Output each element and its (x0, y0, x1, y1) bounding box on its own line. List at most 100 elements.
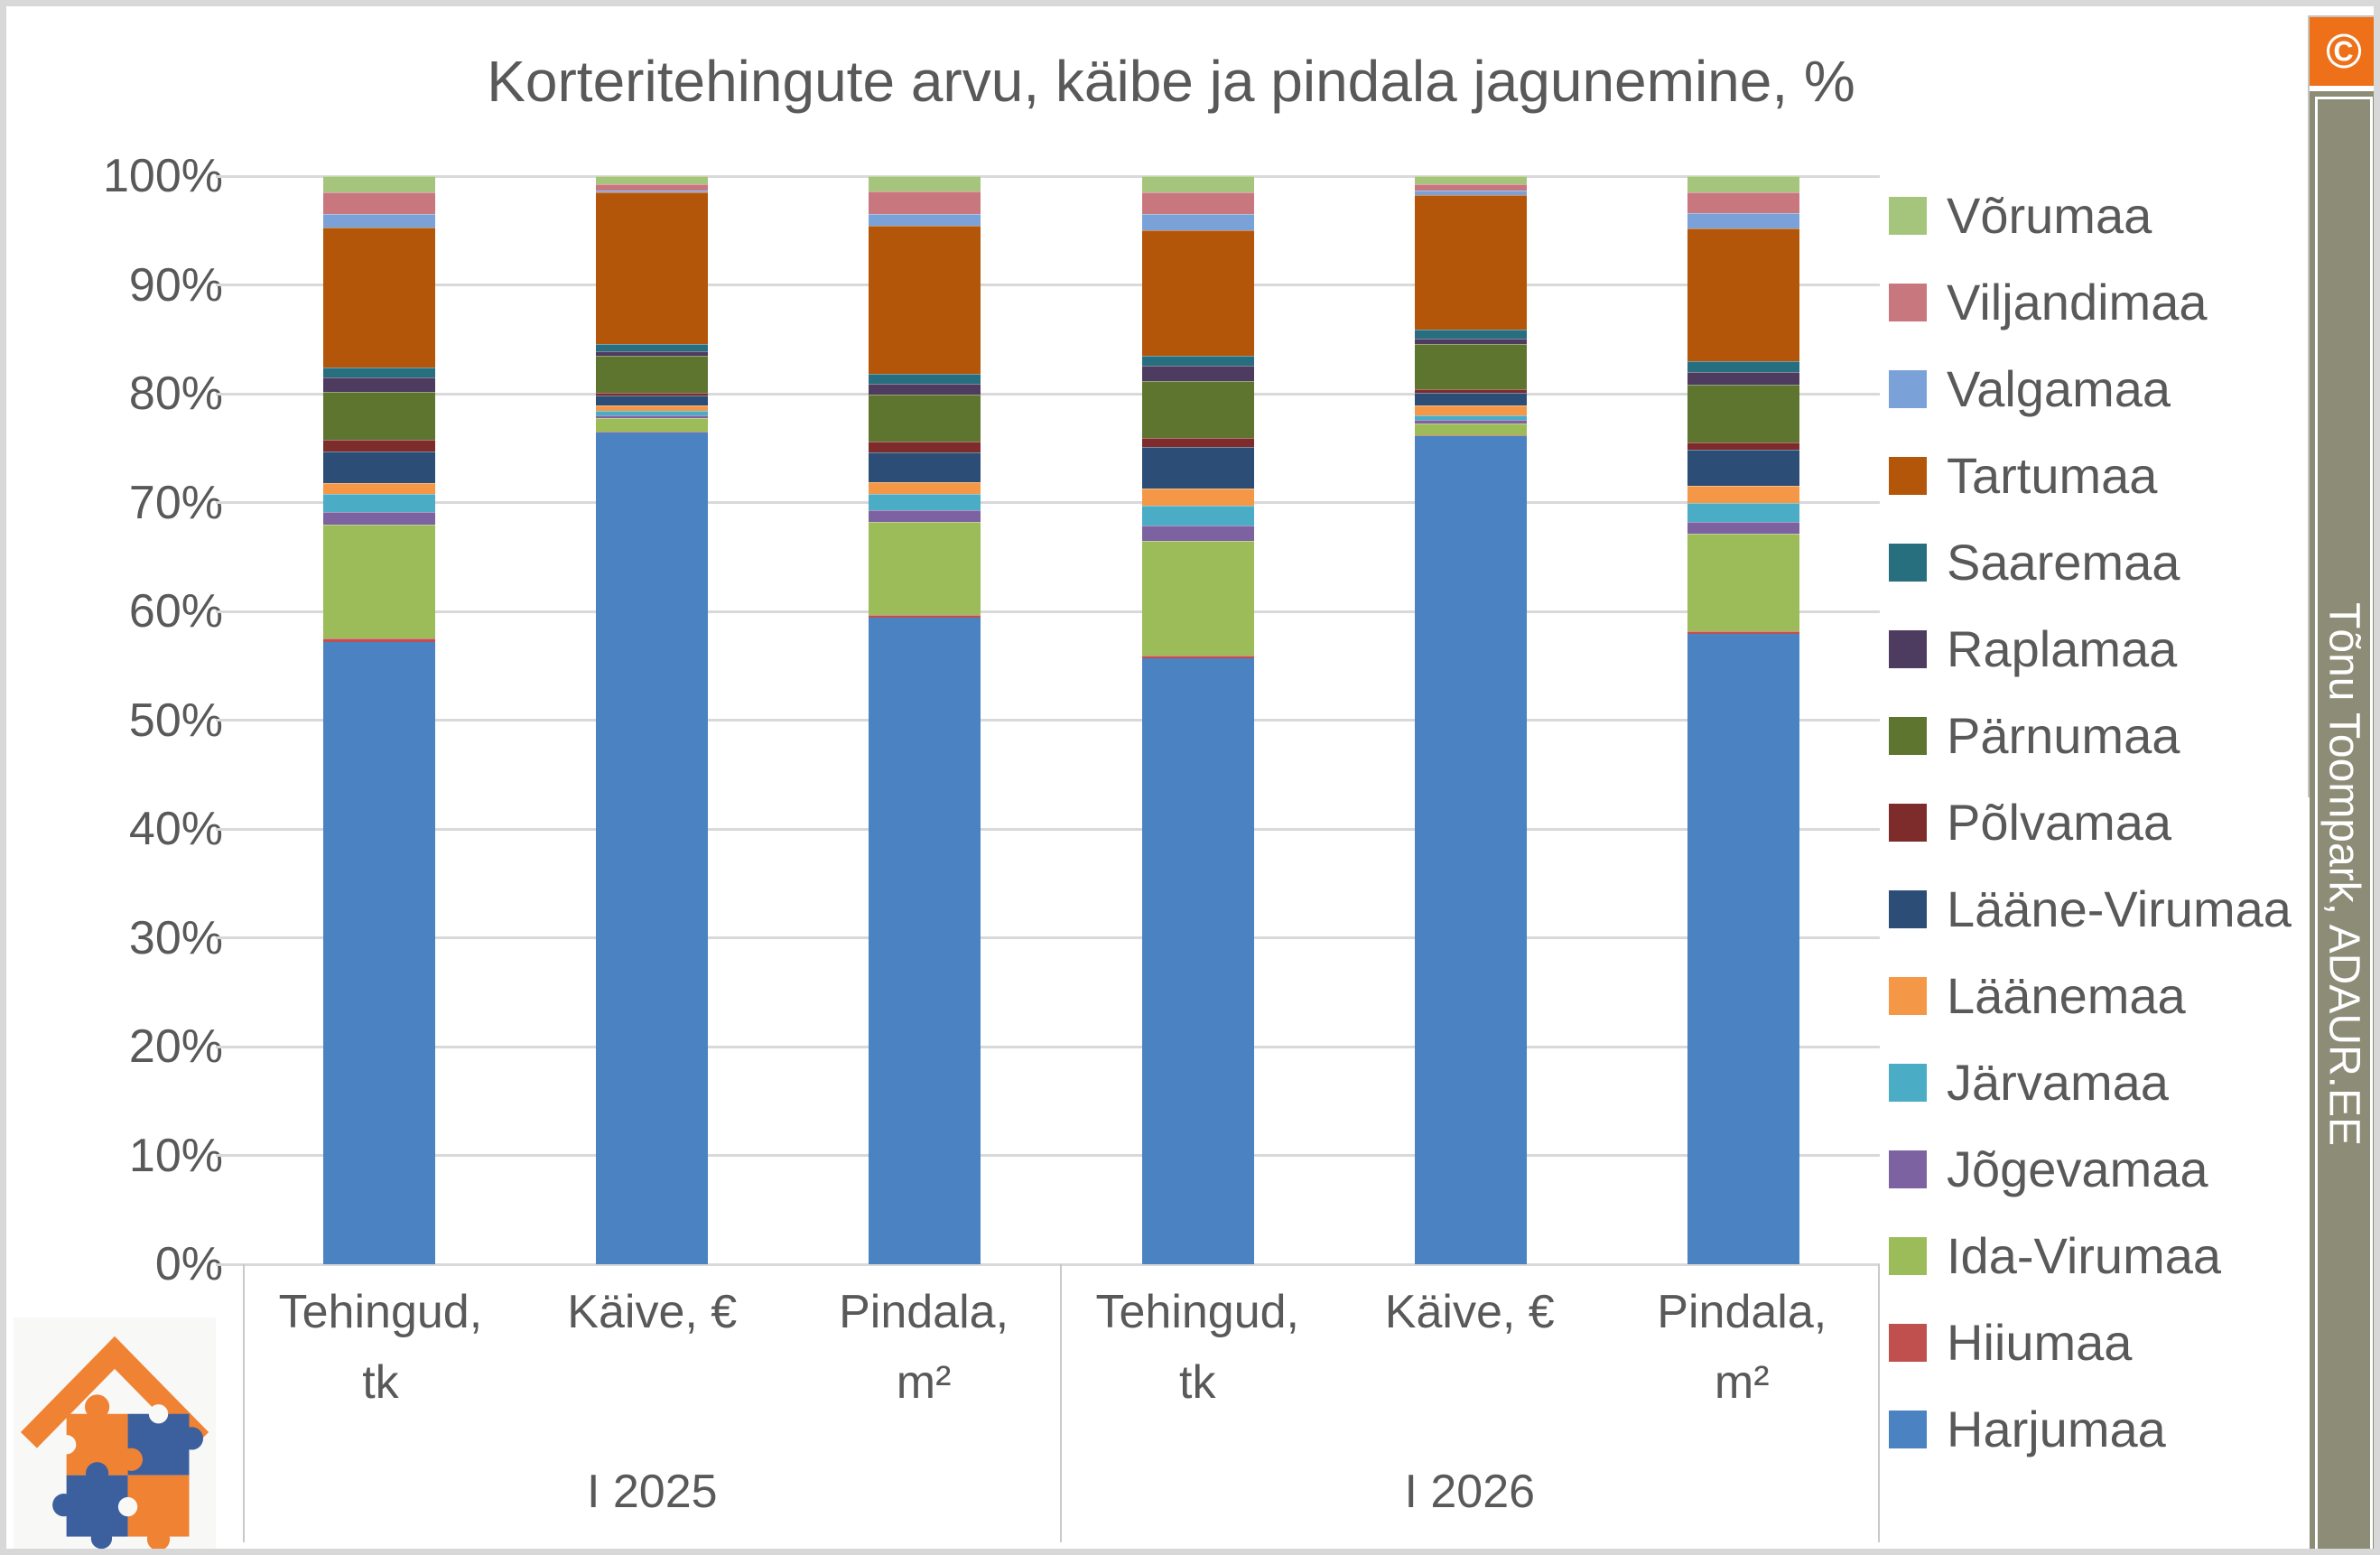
x-axis-group-2025: Tehingud, tk Käive, € Pindala, m² I 2025 (245, 1264, 1062, 1542)
bar-segment-v-rumaa (1141, 176, 1254, 193)
bar-segment-valgamaa (1687, 213, 1799, 228)
bar-segment-p-rnumaa (869, 395, 981, 442)
bar-segment-p-rnumaa (596, 355, 709, 393)
bar-segment-saaremaa (1687, 360, 1799, 372)
gridlines (216, 174, 1880, 1266)
house-puzzle-logo (14, 1318, 216, 1549)
y-axis-tick-label: 80% (128, 368, 223, 420)
bar-segment-saaremaa (1141, 355, 1254, 366)
gridline (216, 284, 1880, 286)
bar-segment-saaremaa (1414, 329, 1527, 339)
legend-swatch-p-rnumaa (1889, 717, 1927, 755)
bar-segment-tartumaa (1141, 230, 1254, 356)
bar-segment-p-lvamaa (1414, 389, 1527, 393)
x-axis: Tehingud, tk Käive, € Pindala, m² I 2025 Teh… (243, 1264, 1880, 1542)
legend-label: Jõgevamaa (1947, 1141, 2208, 1197)
legend-swatch-hiiumaa (1889, 1324, 1927, 1362)
bar-segment-hiiumaa (323, 638, 436, 642)
legend-item-raplamaa: Raplamaa (1889, 624, 2313, 675)
legend-swatch-raplamaa (1889, 630, 1927, 668)
legend-item-ida-virumaa: Ida-Virumaa (1889, 1231, 2313, 1281)
bar-segment-v-rumaa (596, 176, 709, 184)
bar-segment-p-rnumaa (1687, 385, 1799, 443)
bar-k-ive-i-2025 (596, 176, 709, 1264)
bar-segment-tartumaa (1687, 228, 1799, 361)
bar-group-i-2025 (243, 176, 1062, 1264)
bar-segment-valgamaa (596, 190, 709, 193)
legend-item-v-rumaa: Võrumaa (1889, 191, 2313, 241)
legend-label: Viljandimaa (1947, 274, 2208, 331)
bar-segment-hiiumaa (1414, 434, 1527, 436)
legend-swatch-v-rumaa (1889, 197, 1927, 235)
category-label-k-ive: Käive, € (567, 1286, 738, 1338)
bar-pindala-m-i-2026 (1687, 176, 1799, 1264)
y-axis-tick-label: 50% (128, 694, 223, 747)
legend-item-j-gevamaa: Jõgevamaa (1889, 1144, 2313, 1195)
bar-segment-ida-virumaa (869, 522, 981, 615)
bar-segment-l-nemaa (596, 405, 709, 412)
plot-area (216, 174, 1880, 1266)
bars (243, 176, 1880, 1264)
legend-swatch-viljandimaa (1889, 284, 1927, 321)
bar-group-i-2026 (1062, 176, 1881, 1264)
bar-segment-saaremaa (323, 368, 436, 377)
bar-segment-l-ne-virumaa (869, 452, 981, 482)
legend-item-l-nemaa: Läänemaa (1889, 971, 2313, 1021)
gridline (216, 936, 1880, 939)
bar-segment-l-ne-virumaa (1414, 392, 1527, 406)
legend: Võrumaa Viljandimaa Valgamaa Tartumaa Saarem… (1889, 191, 2313, 1455)
bar-segment-v-rumaa (1687, 176, 1799, 193)
bar-segment-saaremaa (596, 343, 709, 352)
legend-swatch-saaremaa (1889, 544, 1927, 582)
bar-segment-hiiumaa (869, 614, 981, 619)
group-label-2026: I 2026 (1404, 1466, 1536, 1518)
legend-item-hiiumaa: Hiiumaa (1889, 1318, 2313, 1368)
gridline (216, 610, 1880, 613)
legend-item-harjumaa: Harjumaa (1889, 1404, 2313, 1455)
copyright-icon: © (2310, 17, 2374, 86)
bar-segment-p-lvamaa (596, 392, 709, 396)
y-axis-tick-label: 0% (154, 1238, 223, 1290)
x-axis-group-2026: Tehingud, tk Käive, € Pindala, m² I 2026 (1062, 1264, 1879, 1542)
bar-segment-raplamaa (1414, 338, 1527, 344)
bar-segment-j-gevamaa (1687, 522, 1799, 535)
bar-segment-valgamaa (1414, 190, 1527, 195)
bar-segment-raplamaa (1687, 371, 1799, 386)
y-axis-tick-label: 60% (128, 585, 223, 638)
bar-segment-saaremaa (869, 374, 981, 385)
legend-swatch-l-nemaa (1889, 977, 1927, 1015)
gridline (216, 174, 1880, 178)
bar-segment-harjumaa (1414, 436, 1527, 1264)
legend-item-valgamaa: Valgamaa (1889, 364, 2313, 414)
bar-segment-l-ne-virumaa (1141, 447, 1254, 489)
bar-segment-viljandimaa (869, 191, 981, 215)
bar-segment-j-gevamaa (1141, 525, 1254, 541)
bar-segment-j-gevamaa (323, 512, 436, 525)
category-label-k-ive: Käive, € (1384, 1286, 1555, 1338)
gridline (216, 1154, 1880, 1157)
bar-segment-raplamaa (323, 377, 436, 392)
bar-tehingud-tk-i-2026 (1141, 176, 1254, 1264)
category-label-pindala-m: Pindala, m² (839, 1286, 1009, 1409)
bar-segment-valgamaa (869, 214, 981, 227)
bar-segment-p-lvamaa (323, 439, 436, 452)
bar-segment-viljandimaa (1414, 183, 1527, 191)
bar-segment-valgamaa (1141, 214, 1254, 231)
bar-segment-v-rumaa (869, 176, 981, 191)
legend-swatch-j-gevamaa (1889, 1150, 1927, 1188)
legend-label: Läänemaa (1947, 967, 2186, 1024)
legend-label: Valgamaa (1947, 360, 2171, 417)
category-label-pindala-m: Pindala, m² (1657, 1286, 1827, 1409)
legend-swatch-harjumaa (1889, 1411, 1927, 1448)
bar-segment-j-rvamaa (1141, 506, 1254, 526)
legend-label: Järvamaa (1947, 1054, 2169, 1111)
bar-segment-ida-virumaa (323, 524, 436, 639)
bar-segment-p-lvamaa (1687, 442, 1799, 450)
bar-segment-viljandimaa (596, 183, 709, 191)
bar-segment-l-ne-virumaa (323, 451, 436, 483)
bar-segment-p-rnumaa (1141, 380, 1254, 439)
bar-pindala-m-i-2025 (869, 176, 981, 1264)
legend-item-saaremaa: Saaremaa (1889, 537, 2313, 588)
bar-segment-tartumaa (596, 192, 709, 344)
legend-swatch-tartumaa (1889, 457, 1927, 495)
